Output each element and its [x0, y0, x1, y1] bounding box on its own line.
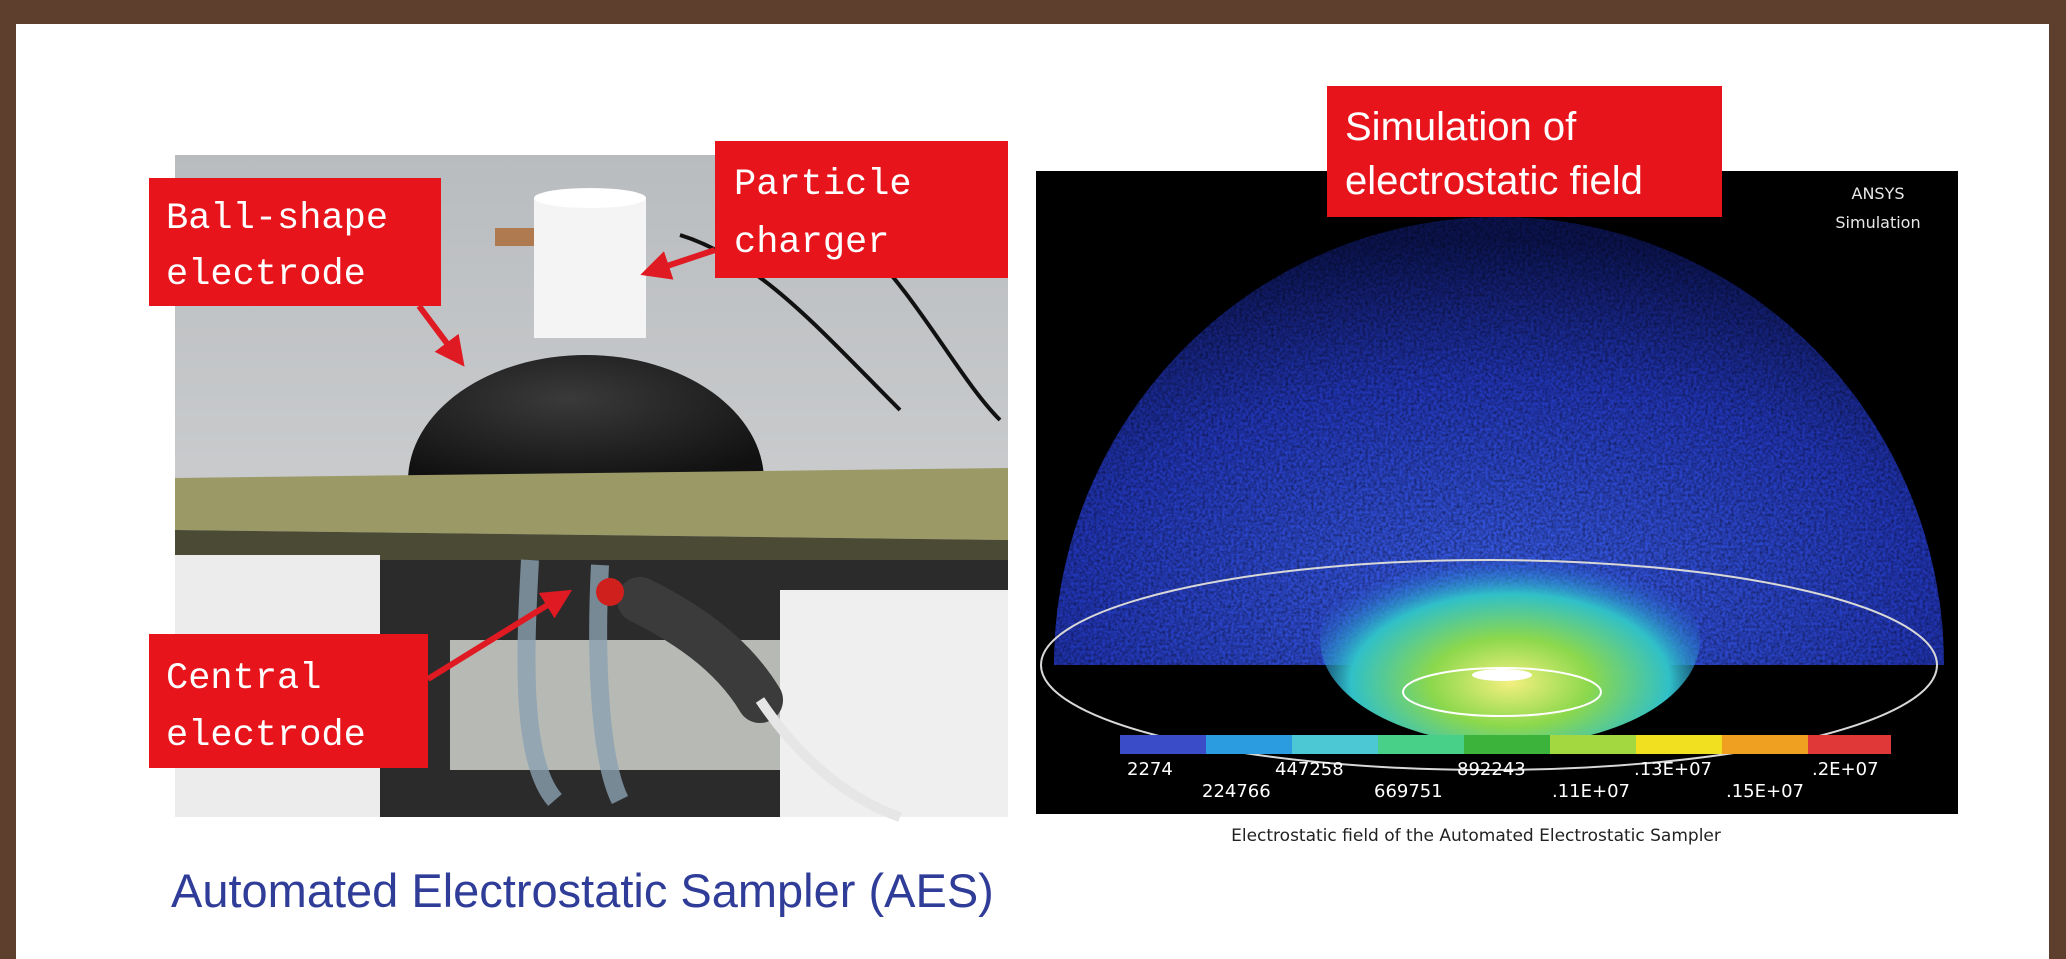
- simulation: [1036, 171, 1958, 814]
- caption: Electrostatic field of the Automated Ele…: [1231, 826, 1721, 846]
- sim-title: electrostatic field: [1345, 159, 1643, 203]
- watermark: Simulation: [1835, 213, 1920, 232]
- sim-title-box: [1327, 86, 1722, 217]
- colorbar-label: .11E+07: [1552, 781, 1630, 802]
- label-text: Particle: [734, 164, 912, 206]
- arrow: [426, 589, 573, 682]
- colorbar-label: 669751: [1374, 781, 1443, 802]
- colorbar: [1120, 735, 1891, 754]
- label-text: electrode: [166, 254, 366, 296]
- colorbar-label: 2274: [1127, 759, 1173, 780]
- arrow: [640, 247, 716, 280]
- arrow: [416, 304, 465, 367]
- colorbar-label: 447258: [1275, 759, 1344, 780]
- colorbar-label: 892243: [1457, 759, 1526, 780]
- label-box: [149, 634, 428, 768]
- photo-labels: Ball-shape electrode Particle charger Ce…: [149, 141, 1008, 768]
- label-text: Central: [166, 658, 321, 700]
- label-box: [715, 141, 1008, 278]
- label-text: electrode: [166, 715, 366, 757]
- slide-title: Automated Electrostatic Sampler (AES): [171, 864, 994, 917]
- label-text: Ball-shape: [166, 198, 388, 240]
- sim-title: Simulation of: [1345, 105, 1577, 149]
- colorbar-label: 224766: [1202, 781, 1271, 802]
- colorbar-label: .13E+07: [1634, 759, 1712, 780]
- colorbar-label: .15E+07: [1726, 781, 1804, 802]
- watermark: ANSYS: [1852, 184, 1905, 203]
- colorbar-label: .2E+07: [1812, 759, 1879, 780]
- label-text: charger: [734, 222, 889, 264]
- label-box: [149, 178, 441, 306]
